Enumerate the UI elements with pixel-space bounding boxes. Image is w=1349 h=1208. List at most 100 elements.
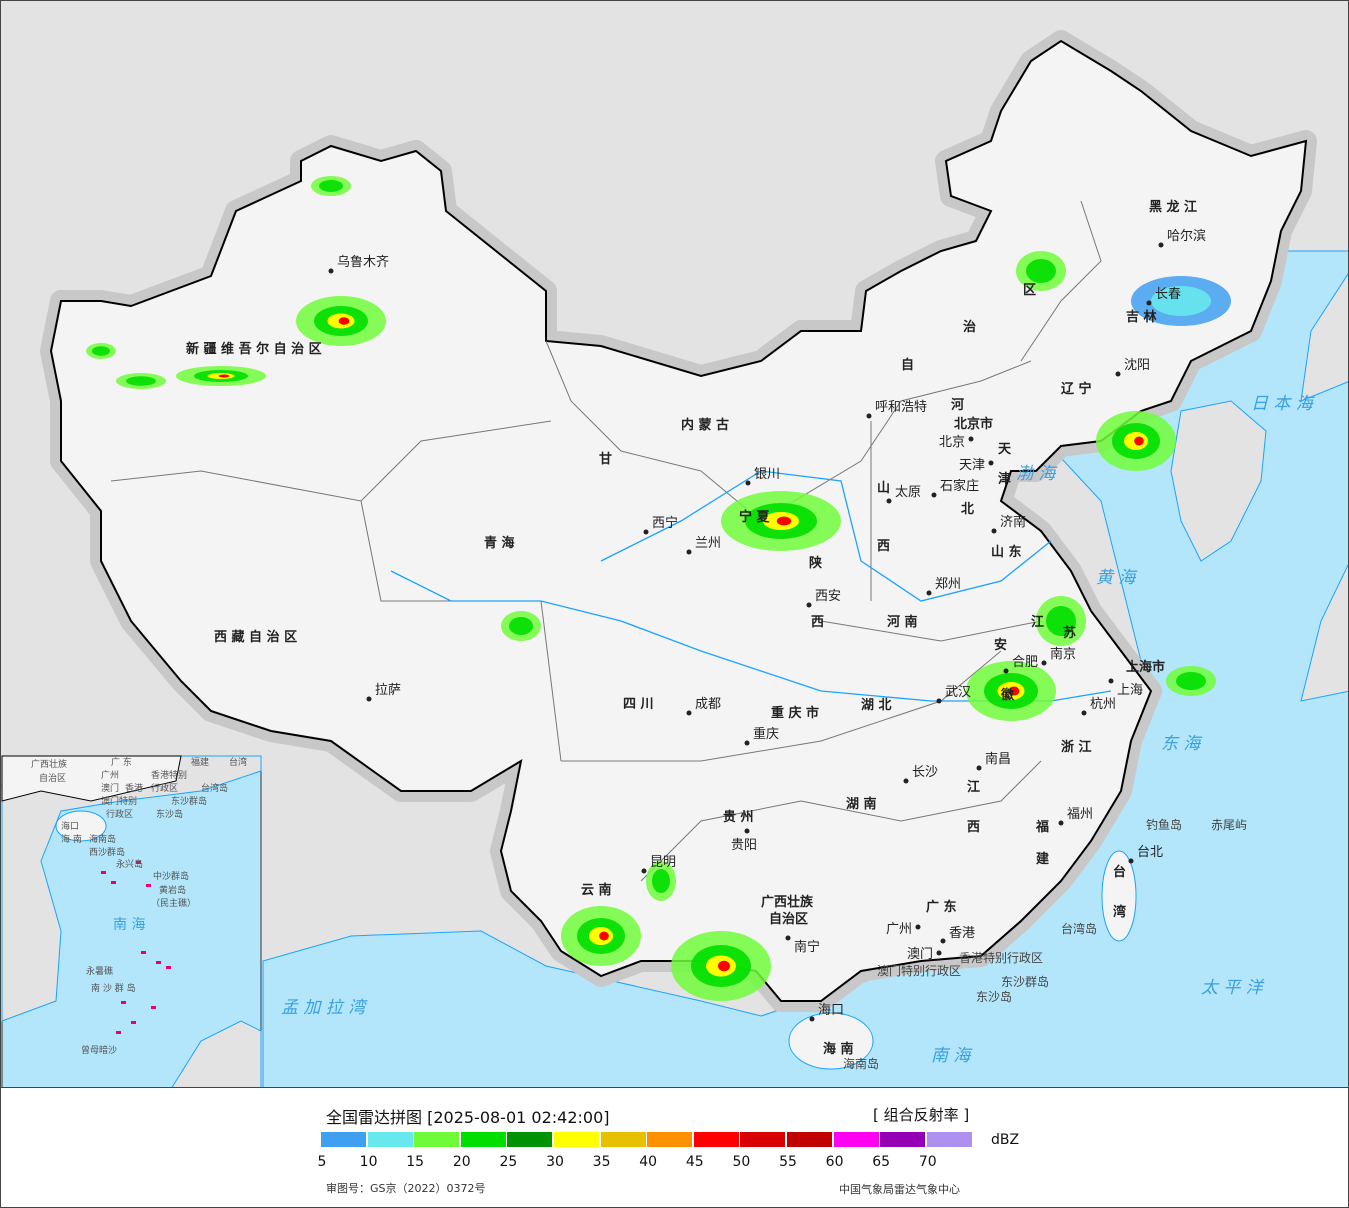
scale-tick: 55 [779,1154,797,1170]
scale-swatch-25 [507,1132,553,1147]
province-label: 河 [951,397,964,413]
province-border [640,760,1042,882]
credit-label: 中国气象局雷达气象中心 [839,1183,960,1196]
inset-label: 黄岩岛 [159,884,186,896]
city-dot [988,460,994,466]
province-label: 辽 宁 [1061,381,1092,397]
hainan-island [788,1012,874,1070]
sea-label: 渤 海 [1016,464,1058,484]
city-dot [936,698,942,704]
unit-label: dBZ [991,1132,1020,1148]
city-dot [744,740,750,746]
city-dot [328,268,334,274]
city-dot [1158,242,1164,248]
island-marker [136,861,141,864]
radar-echo [296,296,386,346]
radar-map[interactable]: 新 疆 维 吾 尔 自 治 区西 藏 自 治 区青 海甘内 蒙 古自治区黑 龙 … [0,0,1349,1090]
city-dot [1041,660,1047,666]
city-dot [1058,820,1064,826]
city-dot [686,710,692,716]
radar-echo [721,491,841,551]
city-dot [866,413,872,419]
inset-label: 广西壮族 [31,758,67,770]
province-label: 黑 龙 江 [1149,199,1197,215]
inset-label: 澳门 [101,782,119,794]
city-dot [968,436,974,442]
city-label: 长沙 [912,765,938,780]
island-marker [101,871,106,874]
city-dot [745,480,751,486]
province-label: 自 [901,357,914,373]
province-label: 徽 [1000,687,1015,703]
city-label: 哈尔滨 [1167,228,1206,244]
city-dot [641,868,647,874]
province-label: 建 [1036,851,1049,867]
province-label: 湖 北 [861,698,892,713]
city-dot [806,602,812,608]
inset-label: 东沙群岛 [171,795,207,807]
city-label: 拉萨 [375,683,401,698]
province-label: 浙 江 [1061,739,1092,755]
radar-echo [311,176,351,196]
scale-swatch-5 [321,1132,366,1147]
scale-swatch-20 [460,1132,506,1147]
city-dot [926,590,932,596]
radar-echo [671,931,771,1001]
island-marker [121,1001,126,1004]
province-label: 新 疆 维 吾 尔 自 治 区 [186,341,322,357]
scale-swatch-40 [647,1132,693,1147]
province-label: 江 [967,779,980,795]
inset-label: 香港 [125,782,143,794]
echo-moderate [509,617,533,635]
city-dot [785,935,791,941]
island-marker [151,1006,156,1009]
sea-label: 孟 加 拉 湾 [281,998,368,1018]
sea-label: 黄 海 [1096,568,1138,588]
province-label: 海 南 [823,1041,854,1057]
korea-peninsula [1170,400,1267,562]
province-label: 陕 [809,555,823,571]
city-label: 西安 [815,589,841,604]
province-border [820,620,1042,642]
echo-moderate [126,376,156,386]
city-dot [1003,668,1009,674]
inset-label: 行政区 [106,808,133,820]
city-label: 北京 [939,435,965,450]
city-label: 南昌 [985,751,1011,767]
inset-label: 海南岛 [89,833,116,845]
radar-echo [561,906,641,966]
city-dot [1108,678,1114,684]
province-label: 自治区 [769,911,808,927]
radar-echo [86,343,116,359]
province-label: 四 川 [623,697,654,712]
radar-echo [1166,666,1216,696]
city-dot [1146,300,1152,306]
city-dot [991,528,997,534]
province-label: 云 南 [581,882,612,898]
echo-severe [718,960,730,972]
city-label: 沈阳 [1124,358,1150,373]
radar-echo [1096,411,1176,471]
city-label: 济南 [1000,514,1026,530]
province-label: 宁 夏 [739,509,771,525]
scale-swatch-30 [553,1132,599,1147]
scale-swatch-35 [600,1132,646,1147]
scale-tick: 15 [406,1154,425,1170]
city-dot [976,765,982,771]
inset-label: 广州 [101,769,119,781]
city-label: 西宁 [652,515,678,531]
city-label: 武汉 [945,685,971,700]
color-scale-bar [321,1132,973,1147]
echo-severe [776,516,792,526]
city-label: 贵阳 [731,838,757,853]
province-label: 西 [877,539,890,554]
island-label: 澳门特别行政区 [877,963,961,978]
echo-moderate [1151,286,1211,316]
province-label: 津 [998,471,1011,487]
province-label: 青 海 [484,535,515,551]
scale-tick: 30 [546,1154,564,1170]
scale-swatch-70 [926,1132,972,1147]
province-label: 苏 [1063,625,1076,641]
province-label: 台 [1113,864,1126,880]
map-title: 全国雷达拼图 [2025-08-01 02:42:00] [326,1108,610,1127]
